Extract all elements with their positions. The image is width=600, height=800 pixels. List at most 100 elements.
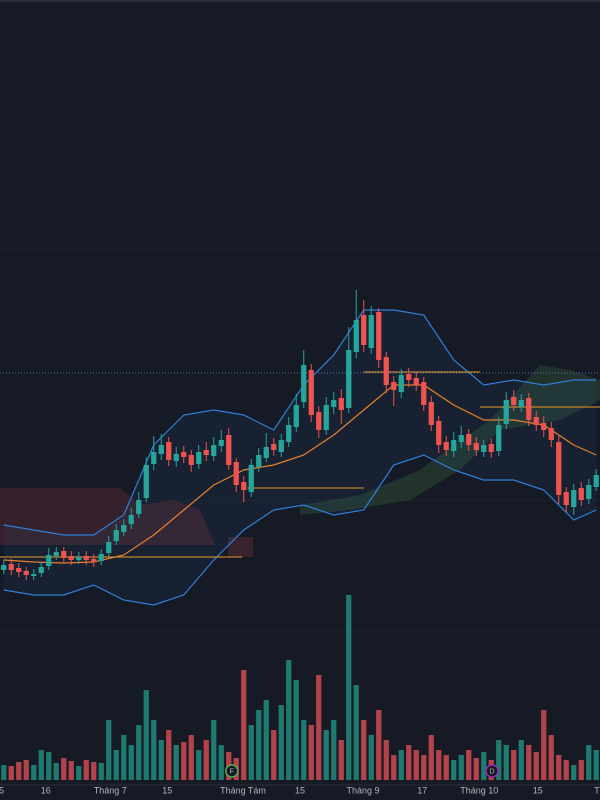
candle-body xyxy=(83,556,89,560)
volume-bar xyxy=(8,766,14,780)
candle-body xyxy=(563,492,569,505)
volume-bar xyxy=(398,750,404,780)
volume-bar xyxy=(218,745,224,780)
candle-body xyxy=(428,402,434,425)
x-tick-label: T xyxy=(594,785,600,795)
candle-body xyxy=(533,417,539,425)
volume-bar xyxy=(428,735,434,780)
candle-body xyxy=(271,444,277,450)
candle-body xyxy=(38,567,44,573)
event-label: F xyxy=(230,768,234,775)
volume-bar xyxy=(293,680,299,780)
candle-body xyxy=(76,557,82,560)
volume-bar xyxy=(331,720,337,780)
volume-bar xyxy=(23,760,29,780)
candle-body xyxy=(473,443,479,450)
volume-bar xyxy=(248,725,254,780)
candle-body xyxy=(113,530,119,541)
candle-body xyxy=(511,397,517,405)
volume-bar xyxy=(196,750,202,780)
cloud-red xyxy=(228,537,253,557)
candle-body xyxy=(376,312,382,360)
candle-body xyxy=(1,565,7,570)
volume-bar xyxy=(143,690,149,780)
candle-body xyxy=(151,452,157,464)
volume-bar xyxy=(158,740,164,780)
volume-bar xyxy=(451,760,457,780)
candle-body xyxy=(91,559,97,562)
volume-bar xyxy=(91,762,97,780)
candle-body xyxy=(571,490,577,507)
volume-bar xyxy=(128,745,134,780)
volume-bar xyxy=(376,710,382,780)
volume-bar xyxy=(593,750,599,780)
volume-bar xyxy=(136,725,142,780)
volume-bar xyxy=(278,705,284,780)
volume-bar xyxy=(421,755,427,780)
volume-bar xyxy=(503,745,509,780)
volume-bar xyxy=(173,745,179,780)
volume-bar xyxy=(466,750,472,780)
candle-body xyxy=(286,425,292,442)
event-label: D xyxy=(489,768,494,775)
volume-bar xyxy=(556,755,562,780)
candle-body xyxy=(316,412,322,430)
candle-body xyxy=(233,462,239,485)
volume-bar xyxy=(316,675,322,780)
candle-body xyxy=(278,440,284,452)
volume-bar xyxy=(106,720,112,780)
cloud-green xyxy=(300,365,600,515)
volume-bar xyxy=(98,763,104,780)
candle-body xyxy=(293,405,299,427)
candle-body xyxy=(488,444,494,452)
volume-bar xyxy=(548,735,554,780)
candle-body xyxy=(106,542,112,553)
volume-bar xyxy=(496,740,502,780)
x-tick-label: Tháng 7 xyxy=(94,785,127,795)
x-tick-label: 17 xyxy=(417,785,427,795)
candle-body xyxy=(166,442,172,460)
volume-bar xyxy=(16,762,22,780)
volume-bar xyxy=(481,752,487,780)
candle-body xyxy=(548,428,554,440)
candle-body xyxy=(301,365,307,402)
volume-bar xyxy=(241,670,247,780)
volume-bar xyxy=(436,750,442,780)
x-tick-label: 15 xyxy=(162,785,172,795)
candle-body xyxy=(196,452,202,464)
candle-body xyxy=(188,455,194,465)
volume-bar xyxy=(166,730,172,780)
volume-bar xyxy=(1,765,7,780)
candle-body xyxy=(181,452,187,457)
volume-bar xyxy=(458,755,464,780)
candle-body xyxy=(16,568,22,572)
volume-bar xyxy=(518,740,524,780)
candle-body xyxy=(593,475,599,487)
candle-body xyxy=(541,423,547,430)
volume-bar xyxy=(586,745,592,780)
candle-body xyxy=(586,485,592,499)
candle-body xyxy=(391,382,397,390)
candle-body xyxy=(436,421,442,445)
candle-body xyxy=(526,398,532,420)
volume-bar xyxy=(308,725,314,780)
volume-bar xyxy=(31,765,37,780)
cloud-red xyxy=(0,488,215,545)
volume-bar xyxy=(181,742,187,780)
volume-bar xyxy=(338,740,344,780)
x-tick-label: 15 xyxy=(533,785,543,795)
candle-body xyxy=(158,445,164,454)
candle-body xyxy=(31,574,37,576)
volume-bar xyxy=(61,758,67,780)
candle-body xyxy=(413,378,419,385)
candle-body xyxy=(451,440,457,451)
candle-body xyxy=(211,445,217,456)
volume-bar xyxy=(83,760,89,780)
volume-bar xyxy=(571,765,577,780)
candle-body xyxy=(53,552,59,556)
volume-bar xyxy=(286,660,292,780)
candle-body xyxy=(518,400,524,407)
candle-body xyxy=(218,440,224,446)
